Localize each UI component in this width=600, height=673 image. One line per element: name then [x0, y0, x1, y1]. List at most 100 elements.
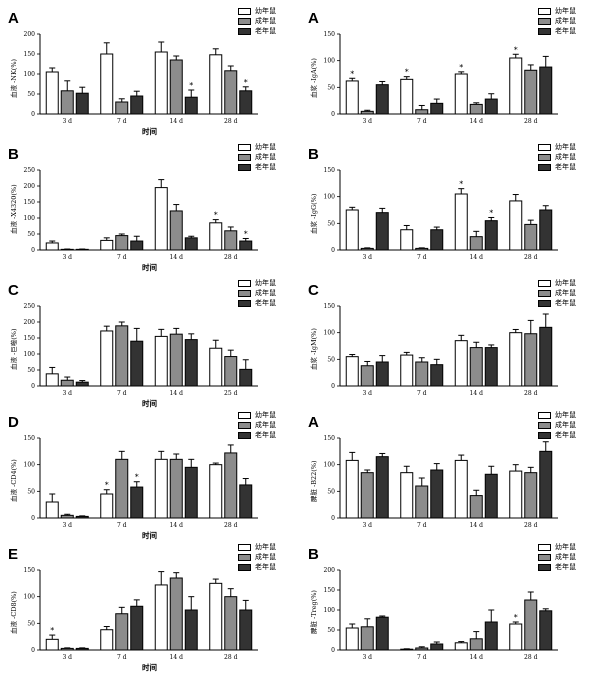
legend-label: 幼年鼠 — [255, 543, 276, 551]
legend-swatch — [538, 27, 551, 35]
x-tick-label: 14 d — [170, 118, 184, 125]
legend-swatch — [238, 143, 251, 151]
bar — [209, 464, 223, 519]
bar-chart: 0 50 100 150 200 250 3 d 7 d 14 d * * 28 d — [24, 167, 258, 261]
bar — [400, 78, 414, 115]
y-tick-label: 50 — [327, 627, 335, 634]
legend-item: 幼年鼠 — [538, 410, 576, 420]
y-tick-label: 150 — [324, 31, 336, 38]
bar — [415, 247, 429, 251]
panel-letter: B — [308, 546, 319, 563]
y-tick-label: 100 — [24, 462, 36, 469]
x-tick-label: 14 d — [470, 390, 484, 397]
legend-swatch — [238, 153, 251, 161]
legend-label: 成年鼠 — [555, 153, 576, 161]
significance-star: * — [514, 613, 518, 622]
y-tick-label: 50 — [327, 84, 335, 91]
legend-swatch — [238, 279, 251, 287]
legend-label: 老年鼠 — [255, 563, 276, 571]
significance-star: * — [50, 626, 54, 635]
legend-label: 老年鼠 — [555, 27, 576, 35]
bar — [100, 493, 114, 519]
bar — [430, 102, 444, 115]
x-tick-label: 14 d — [470, 254, 484, 261]
bar — [469, 236, 483, 251]
y-tick-label: 50 — [327, 356, 335, 363]
y-tick-label: 50 — [27, 91, 35, 98]
bar — [115, 325, 129, 387]
bar — [509, 623, 523, 651]
legend-label: 成年鼠 — [555, 17, 576, 25]
bar — [484, 220, 498, 251]
bar — [115, 235, 129, 251]
panel-letter: B — [308, 146, 319, 163]
x-tick-label: 25 d — [224, 390, 238, 397]
legend-label: 成年鼠 — [255, 289, 276, 297]
legend-swatch — [238, 411, 251, 419]
bar — [430, 469, 444, 519]
y-tick-label: 0 — [31, 247, 35, 254]
panel-letter: B — [8, 146, 19, 163]
legend-swatch — [238, 7, 251, 15]
bar — [430, 364, 444, 387]
significance-star: * — [489, 208, 493, 217]
x-tick-label: 28 d — [224, 654, 238, 661]
bar — [454, 193, 468, 251]
legend-swatch — [238, 163, 251, 171]
bar — [224, 230, 238, 251]
bar — [415, 647, 429, 651]
legend-label: 老年鼠 — [255, 27, 276, 35]
x-tick-label: 3 d — [62, 522, 72, 529]
legend-item: 老年鼠 — [238, 298, 276, 308]
y-tick-label: 0 — [331, 383, 335, 390]
bar — [469, 103, 483, 115]
legend-label: 老年鼠 — [555, 299, 576, 307]
significance-star: * — [459, 180, 463, 189]
bar — [45, 638, 59, 651]
bar — [524, 333, 538, 387]
bar-chart: 0 50 100 150 3 d 7 d * * 14 d 28 d — [324, 167, 558, 261]
legend-item: 幼年鼠 — [238, 142, 276, 152]
x-tick-label: 3 d — [362, 390, 372, 397]
x-tick-label: 28 d — [224, 254, 238, 261]
significance-star: * — [214, 211, 218, 220]
bar — [415, 361, 429, 387]
x-tick-label: 3 d — [62, 254, 72, 261]
bar — [524, 69, 538, 115]
legend-label: 幼年鼠 — [555, 279, 576, 287]
bar — [209, 582, 223, 651]
bar — [60, 90, 74, 115]
legend-item: 幼年鼠 — [238, 542, 276, 552]
y-tick-label: 0 — [31, 111, 35, 118]
bar — [209, 222, 223, 251]
bar — [400, 472, 414, 519]
x-tick-label: 14 d — [170, 254, 184, 261]
legend-item: 幼年鼠 — [238, 6, 276, 16]
x-tick-label: 28 d — [524, 390, 538, 397]
bar — [375, 456, 389, 519]
legend-label: 幼年鼠 — [555, 7, 576, 15]
y-tick-label: 150 — [24, 199, 36, 206]
legend-label: 幼年鼠 — [555, 143, 576, 151]
bar — [60, 379, 74, 387]
y-tick-label: 200 — [324, 567, 336, 574]
legend-label: 成年鼠 — [255, 153, 276, 161]
chart-legend: 幼年鼠 成年鼠 老年鼠 — [538, 542, 576, 572]
y-tick-label: 150 — [324, 435, 336, 442]
y-tick-label: 150 — [324, 587, 336, 594]
x-tick-label: 14 d — [170, 654, 184, 661]
bar — [509, 200, 523, 251]
legend-swatch — [238, 553, 251, 561]
bar — [209, 54, 223, 115]
bar — [375, 616, 389, 651]
legend-swatch — [538, 279, 551, 287]
legend-item: 老年鼠 — [538, 26, 576, 36]
bar — [239, 368, 253, 387]
bar — [524, 472, 538, 519]
x-tick-label: 28 d — [524, 118, 538, 125]
significance-star: * — [459, 63, 463, 72]
legend-swatch — [238, 563, 251, 571]
x-tick-label: 7 d — [117, 254, 127, 261]
